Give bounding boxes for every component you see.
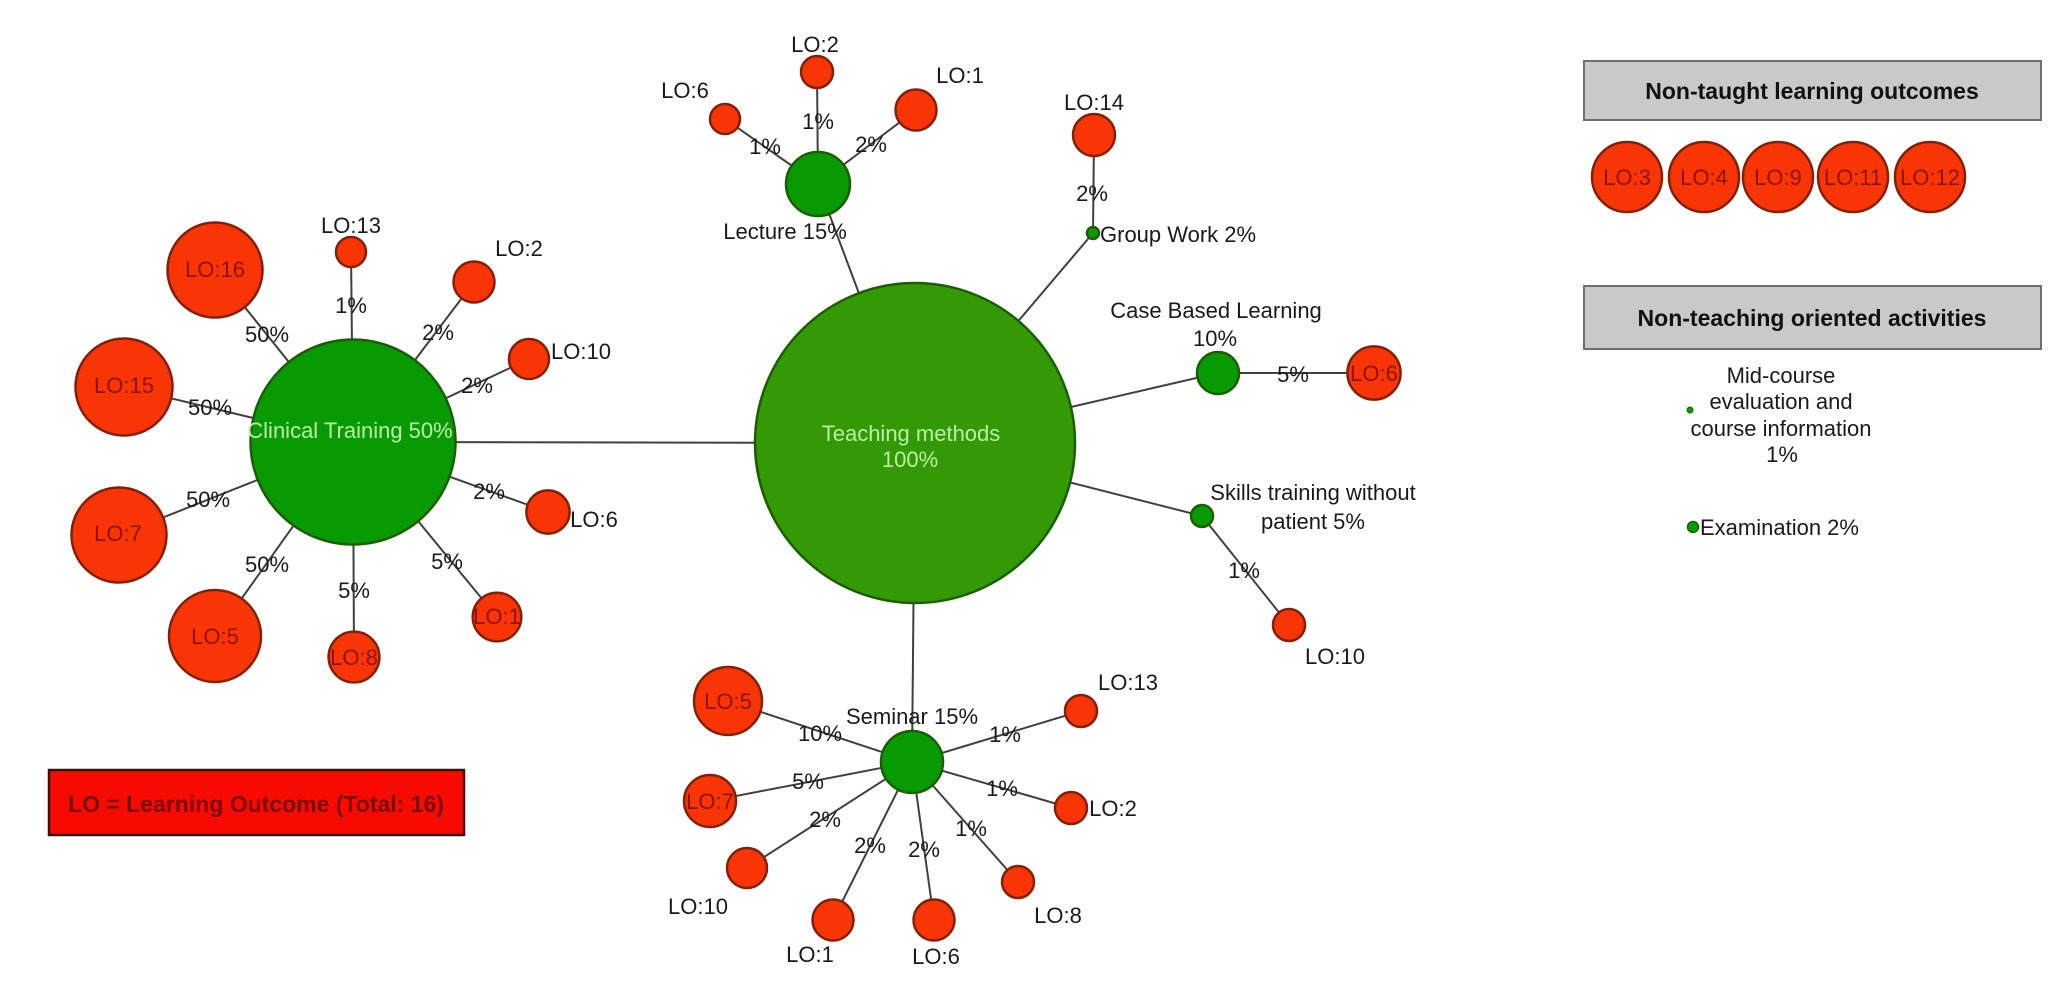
svg-text:LO:2: LO:2 [1089, 796, 1137, 821]
svg-text:10%: 10% [1193, 326, 1237, 351]
svg-text:5%: 5% [338, 578, 370, 603]
svg-text:LO:6: LO:6 [1350, 361, 1398, 386]
svg-text:evaluation and: evaluation and [1709, 389, 1852, 414]
svg-text:Group Work 2%: Group Work 2% [1100, 222, 1256, 247]
svg-text:LO:6: LO:6 [661, 78, 709, 103]
svg-text:LO:12: LO:12 [1900, 165, 1960, 190]
svg-text:50%: 50% [186, 487, 230, 512]
svg-text:LO:10: LO:10 [668, 894, 728, 919]
svg-text:1%: 1% [749, 134, 781, 159]
svg-text:LO:7: LO:7 [686, 789, 734, 814]
svg-text:LO = Learning Outcome (Total:: LO = Learning Outcome (Total: 16) [68, 791, 444, 817]
svg-text:1%: 1% [1228, 558, 1260, 583]
svg-text:Examination 2%: Examination 2% [1700, 515, 1859, 540]
svg-text:5%: 5% [1277, 362, 1309, 387]
svg-text:patient 5%: patient 5% [1261, 509, 1365, 534]
svg-text:2%: 2% [809, 807, 841, 832]
svg-text:1%: 1% [986, 776, 1018, 801]
svg-text:1%: 1% [335, 293, 367, 318]
svg-text:LO:10: LO:10 [1305, 644, 1365, 669]
svg-text:LO:8: LO:8 [330, 645, 378, 670]
svg-text:LO:6: LO:6 [912, 944, 960, 969]
svg-text:10%: 10% [798, 721, 842, 746]
svg-text:LO:15: LO:15 [94, 373, 154, 398]
svg-text:Mid-course: Mid-course [1727, 363, 1836, 388]
svg-text:LO:11: LO:11 [1824, 165, 1882, 190]
svg-text:2%: 2% [855, 132, 887, 157]
svg-text:LO:5: LO:5 [191, 624, 239, 649]
svg-text:100%: 100% [882, 447, 938, 472]
svg-text:LO:2: LO:2 [495, 236, 543, 261]
svg-text:LO:10: LO:10 [551, 339, 611, 364]
svg-text:Non-teaching oriented activiti: Non-teaching oriented activities [1638, 305, 1987, 331]
svg-text:LO:8: LO:8 [1034, 903, 1082, 928]
svg-text:1%: 1% [802, 109, 834, 134]
svg-text:Teaching methods: Teaching methods [822, 421, 1001, 446]
svg-text:LO:13: LO:13 [321, 213, 381, 238]
svg-text:Case Based Learning: Case Based Learning [1110, 298, 1322, 323]
svg-text:LO:13: LO:13 [1098, 670, 1158, 695]
svg-text:LO:9: LO:9 [1754, 165, 1802, 190]
svg-text:1%: 1% [989, 722, 1021, 747]
svg-text:Clinical Training 50%: Clinical Training 50% [247, 418, 452, 443]
svg-text:Skills training without: Skills training without [1210, 480, 1415, 505]
svg-text:50%: 50% [188, 395, 232, 420]
svg-text:1%: 1% [1766, 442, 1798, 467]
svg-text:2%: 2% [908, 837, 940, 862]
svg-text:course information: course information [1691, 416, 1872, 441]
svg-text:5%: 5% [431, 549, 463, 574]
svg-text:LO:1: LO:1 [786, 942, 834, 967]
svg-text:50%: 50% [245, 552, 289, 577]
svg-text:50%: 50% [245, 322, 289, 347]
svg-text:LO:5: LO:5 [704, 689, 752, 714]
svg-text:Non-taught learning outcomes: Non-taught learning outcomes [1645, 78, 1979, 104]
svg-text:2%: 2% [461, 373, 493, 398]
svg-text:LO:16: LO:16 [185, 257, 245, 282]
svg-text:LO:1: LO:1 [936, 63, 984, 88]
svg-text:2%: 2% [854, 833, 886, 858]
svg-text:2%: 2% [473, 479, 505, 504]
svg-text:LO:6: LO:6 [570, 507, 618, 532]
svg-text:LO:2: LO:2 [791, 32, 839, 57]
svg-text:1%: 1% [955, 816, 987, 841]
svg-text:LO:1: LO:1 [473, 604, 521, 629]
svg-text:LO:7: LO:7 [94, 521, 142, 546]
svg-text:LO:3: LO:3 [1603, 165, 1651, 190]
svg-text:5%: 5% [792, 769, 824, 794]
svg-text:2%: 2% [1076, 181, 1108, 206]
svg-text:LO:4: LO:4 [1680, 165, 1728, 190]
svg-text:2%: 2% [422, 320, 454, 345]
svg-text:Lecture 15%: Lecture 15% [723, 219, 847, 244]
svg-text:LO:14: LO:14 [1064, 90, 1124, 115]
svg-text:Seminar 15%: Seminar 15% [846, 704, 978, 729]
